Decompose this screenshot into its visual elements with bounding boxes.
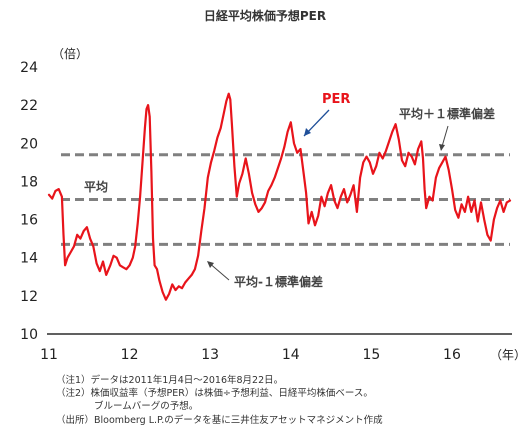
footnote-2: （注2）株価収益率（予想PER）は株価÷予想利益、日経平均株価ベース。 xyxy=(56,388,373,400)
y-axis-unit: （倍） xyxy=(52,46,88,61)
y-tick-label: 24 xyxy=(20,60,38,76)
y-tick-label: 12 xyxy=(20,289,38,305)
reference-lines xyxy=(61,153,510,246)
footnote-1: （注1）データは2011年1月4日～2016年8月22日。 xyxy=(56,375,284,386)
x-tick-label: 13 xyxy=(201,347,219,363)
annotation-minus-sd-label: 平均-１標準偏差 xyxy=(234,274,323,289)
y-tick-label: 16 xyxy=(20,213,38,229)
annotation-per-label: PER xyxy=(322,92,350,107)
annotation-per-arrowhead xyxy=(304,128,311,136)
y-tick-label: 18 xyxy=(20,174,38,190)
x-tick-label: 14 xyxy=(282,347,300,363)
annotation-plus-sd: 平均＋１標準偏差 xyxy=(399,106,495,151)
chart-title: 日経平均株価予想PER xyxy=(204,8,326,23)
series-line-per xyxy=(47,92,512,301)
annotation-plus-sd-arrowhead xyxy=(439,144,445,151)
annotation-mean-label: 平均 xyxy=(84,179,108,194)
x-tick-label: 11 xyxy=(40,347,58,363)
annotation-minus-sd-arrowhead xyxy=(207,261,214,268)
x-tick-label: 16 xyxy=(443,347,461,363)
footnote-source: （出所）Bloomberg L.P.のデータを基に三井住友アセットマネジメント作… xyxy=(56,414,383,426)
y-tick-label: 22 xyxy=(20,98,38,114)
annotation-plus-sd-label: 平均＋１標準偏差 xyxy=(399,106,495,121)
y-tick-label: 14 xyxy=(20,251,38,267)
x-tick-label: 15 xyxy=(362,347,380,363)
y-tick-label: 10 xyxy=(20,327,38,343)
annotation-minus-sd: 平均-１標準偏差 xyxy=(207,261,323,289)
footnote-2-cont: ブルームバーグの予想。 xyxy=(94,401,199,413)
x-tick-label: 12 xyxy=(121,347,139,363)
x-tick-labels: 11 12 13 14 15 16 xyxy=(40,347,461,363)
annotation-per: PER xyxy=(303,92,350,137)
x-axis-unit: （年） xyxy=(490,348,526,362)
y-tick-labels: 10 12 14 16 18 20 22 24 xyxy=(20,60,38,343)
y-tick-label: 20 xyxy=(20,136,38,152)
footnotes: （注1）データは2011年1月4日～2016年8月22日。 （注2）株価収益率（… xyxy=(56,374,383,427)
